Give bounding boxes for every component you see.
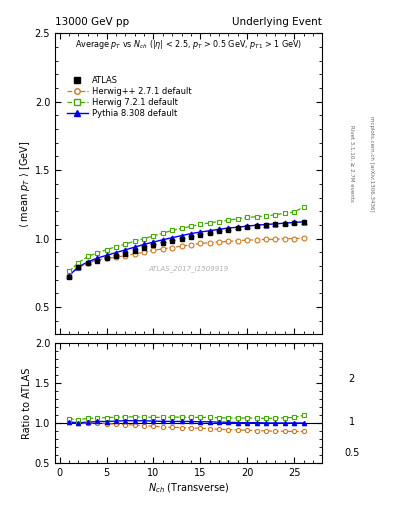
Y-axis label: $\langle$ mean $p_T$ $\rangle$ [GeV]: $\langle$ mean $p_T$ $\rangle$ [GeV] xyxy=(18,140,32,227)
X-axis label: $N_{ch}$ (Transverse): $N_{ch}$ (Transverse) xyxy=(148,481,230,495)
Text: 1: 1 xyxy=(349,417,355,428)
Text: Underlying Event: Underlying Event xyxy=(232,16,322,27)
Y-axis label: Ratio to ATLAS: Ratio to ATLAS xyxy=(22,368,32,439)
Text: 0.5: 0.5 xyxy=(344,448,360,458)
Text: ATLAS_2017_I1509919: ATLAS_2017_I1509919 xyxy=(149,265,229,271)
Text: Rivet 3.1.10, ≥ 2.7M events: Rivet 3.1.10, ≥ 2.7M events xyxy=(349,125,354,202)
Text: Average $p_T$ vs $N_{ch}$ ($|\eta|$ < 2.5, $p_T$ > 0.5 GeV, $p_{T1}$ > 1 GeV): Average $p_T$ vs $N_{ch}$ ($|\eta|$ < 2.… xyxy=(75,38,302,51)
Text: 2: 2 xyxy=(349,374,355,384)
Legend: ATLAS, Herwig++ 2.7.1 default, Herwig 7.2.1 default, Pythia 8.308 default: ATLAS, Herwig++ 2.7.1 default, Herwig 7.… xyxy=(64,74,194,121)
Text: mcplots.cern.ch [arXiv:1306.3436]: mcplots.cern.ch [arXiv:1306.3436] xyxy=(369,116,374,211)
Text: 13000 GeV pp: 13000 GeV pp xyxy=(55,16,129,27)
